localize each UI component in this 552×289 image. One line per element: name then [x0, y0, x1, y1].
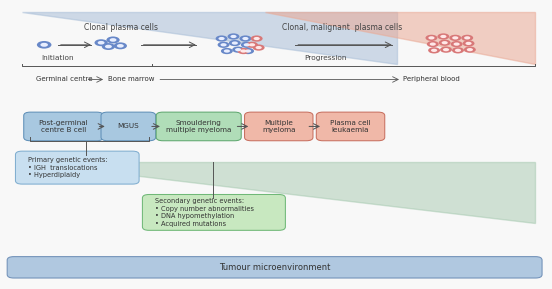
Circle shape [427, 41, 439, 47]
Circle shape [221, 48, 233, 54]
Text: Progression: Progression [305, 55, 347, 61]
Circle shape [461, 35, 473, 41]
Circle shape [442, 41, 448, 44]
Circle shape [117, 44, 124, 48]
Text: Germinal centre: Germinal centre [36, 77, 92, 82]
Circle shape [240, 36, 251, 42]
Circle shape [426, 35, 437, 41]
Circle shape [230, 35, 237, 38]
FancyBboxPatch shape [15, 151, 139, 184]
Circle shape [439, 40, 450, 46]
Text: Primary genetic events:
• IGH  translocations
• Hyperdiplaidy: Primary genetic events: • IGH translocat… [28, 157, 107, 178]
Polygon shape [22, 162, 535, 223]
Circle shape [240, 49, 247, 53]
FancyBboxPatch shape [101, 112, 156, 141]
Circle shape [440, 35, 447, 38]
Polygon shape [22, 12, 397, 64]
Circle shape [232, 47, 244, 53]
Circle shape [253, 45, 264, 51]
Text: Bone marrow: Bone marrow [108, 77, 154, 82]
Text: Multiple
myeloma: Multiple myeloma [262, 120, 295, 133]
Text: Plasma cell
leukaemia: Plasma cell leukaemia [330, 120, 371, 133]
Circle shape [219, 37, 225, 40]
Circle shape [216, 36, 227, 42]
Circle shape [110, 38, 116, 42]
Polygon shape [265, 12, 535, 64]
FancyBboxPatch shape [156, 112, 241, 141]
Circle shape [229, 40, 241, 46]
Circle shape [464, 47, 476, 53]
Circle shape [449, 35, 461, 41]
Circle shape [242, 48, 254, 54]
Circle shape [431, 49, 437, 52]
Circle shape [232, 41, 238, 45]
Circle shape [246, 42, 258, 48]
Circle shape [452, 36, 458, 40]
Circle shape [245, 49, 251, 53]
Circle shape [465, 42, 471, 45]
Circle shape [463, 40, 475, 47]
Text: Tumour microenvironment: Tumour microenvironment [219, 263, 330, 272]
Circle shape [102, 43, 115, 50]
FancyBboxPatch shape [24, 112, 103, 141]
Circle shape [443, 48, 449, 51]
Text: Post-germinal
centre B cell: Post-germinal centre B cell [39, 120, 88, 133]
Circle shape [455, 49, 461, 52]
Circle shape [450, 41, 463, 47]
Text: Clonal, malignant  plasma cells: Clonal, malignant plasma cells [282, 23, 402, 32]
Circle shape [428, 47, 440, 53]
Circle shape [237, 48, 250, 54]
Text: Smouldering
multiple myeloma: Smouldering multiple myeloma [166, 120, 231, 133]
Circle shape [107, 36, 120, 43]
FancyBboxPatch shape [142, 194, 285, 230]
Circle shape [428, 36, 434, 40]
Circle shape [114, 42, 127, 49]
Circle shape [217, 42, 230, 48]
Circle shape [235, 48, 241, 51]
Text: Peripheral blood: Peripheral blood [403, 77, 460, 82]
Text: Clonal plasma cells: Clonal plasma cells [84, 23, 158, 32]
Circle shape [94, 39, 108, 46]
Text: MGUS: MGUS [118, 123, 139, 129]
FancyBboxPatch shape [7, 257, 542, 278]
Circle shape [105, 45, 112, 48]
Circle shape [242, 37, 248, 40]
Circle shape [98, 41, 104, 45]
FancyBboxPatch shape [316, 112, 385, 141]
Circle shape [440, 47, 452, 53]
Circle shape [429, 42, 436, 46]
FancyBboxPatch shape [245, 112, 313, 141]
Circle shape [40, 43, 48, 47]
Circle shape [37, 41, 51, 49]
Circle shape [256, 46, 262, 49]
Text: Initiation: Initiation [41, 55, 75, 61]
Circle shape [249, 43, 255, 47]
Circle shape [467, 48, 473, 51]
Circle shape [464, 36, 470, 40]
Circle shape [227, 33, 240, 40]
Circle shape [224, 49, 230, 53]
Circle shape [241, 42, 253, 48]
Circle shape [452, 47, 464, 53]
Circle shape [454, 42, 460, 46]
Text: Secondary genetic events:
• Copy number abnormalities
• DNA hypomethylation
• Ac: Secondary genetic events: • Copy number … [155, 198, 253, 227]
Circle shape [220, 43, 227, 47]
Circle shape [437, 33, 449, 40]
Circle shape [253, 37, 260, 40]
Circle shape [251, 36, 263, 42]
Circle shape [243, 43, 250, 47]
